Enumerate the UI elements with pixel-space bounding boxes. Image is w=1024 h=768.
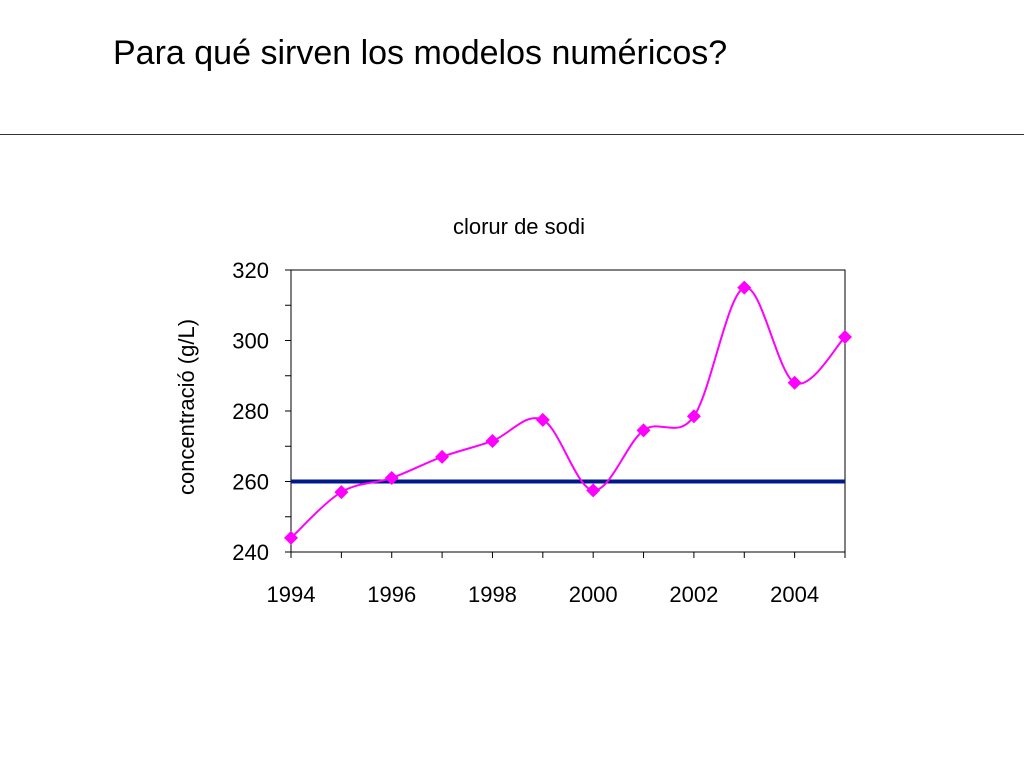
data-point-marker — [384, 470, 399, 485]
data-point-marker — [485, 433, 500, 448]
data-markers — [284, 280, 852, 545]
plot-area — [290, 269, 846, 553]
data-point-marker — [838, 329, 852, 344]
x-tick-label: 1996 — [367, 582, 416, 607]
data-point-marker — [636, 423, 651, 438]
x-tick-label: 2004 — [770, 582, 819, 607]
y-tick-label: 260 — [232, 470, 269, 495]
y-tick-label: 240 — [232, 540, 269, 565]
chart-title: clorur de sodi — [453, 214, 585, 239]
x-tick-label: 2000 — [569, 582, 618, 607]
x-tick-label: 2002 — [669, 582, 718, 607]
y-tick-label: 320 — [232, 258, 269, 283]
slide-title: Para qué sirven los modelos numéricos? — [113, 34, 728, 72]
y-axis: 240 260 280 300 320 — [232, 258, 291, 565]
x-tick-label: 1998 — [468, 582, 517, 607]
data-point-marker — [334, 485, 349, 500]
data-point-marker — [535, 412, 550, 427]
title-divider — [0, 134, 1024, 135]
y-tick-label: 300 — [232, 329, 269, 354]
data-point-marker — [686, 409, 701, 424]
y-tick-label: 280 — [232, 399, 269, 424]
data-point-marker — [737, 280, 752, 295]
data-point-marker — [284, 530, 298, 545]
x-axis: 1994 1996 1998 2000 2002 2004 — [267, 552, 846, 607]
data-point-marker — [435, 449, 450, 464]
data-point-marker — [787, 375, 802, 390]
data-point-marker — [586, 483, 601, 498]
x-tick-label: 1994 — [267, 582, 316, 607]
y-axis-label: concentració (g/L) — [174, 319, 199, 495]
